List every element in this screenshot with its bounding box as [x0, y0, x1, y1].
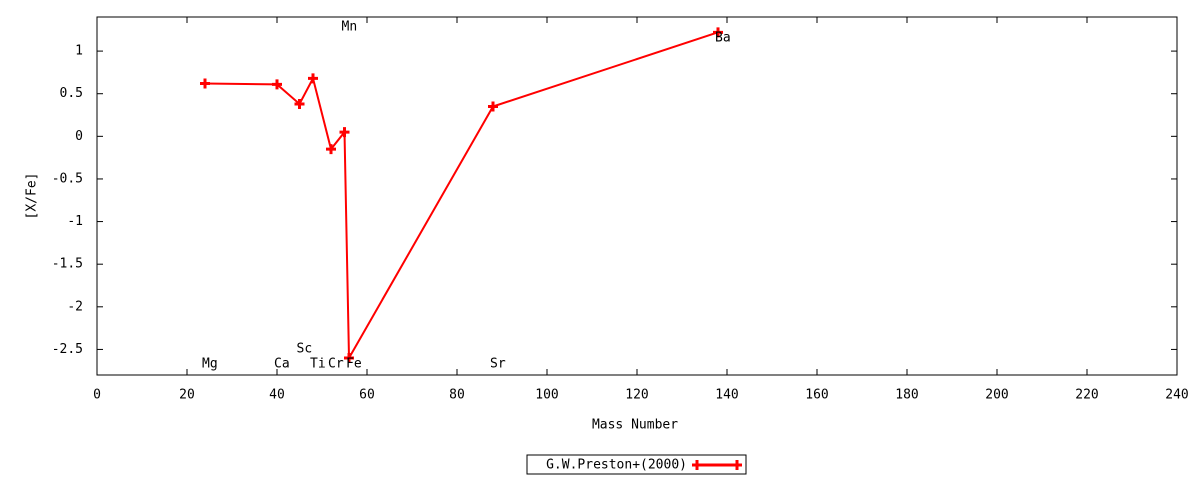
x-tick-label: 240 [1165, 388, 1188, 403]
x-tick-label: 20 [179, 388, 195, 403]
y-axis-label: [X/Fe] [25, 173, 40, 220]
x-tick-label: 160 [805, 388, 828, 403]
x-tick-label: 140 [715, 388, 738, 403]
y-tick-label: 0 [75, 129, 83, 144]
data-point [294, 98, 305, 109]
legend-label: G.W.Preston+(2000) [546, 458, 687, 473]
y-tick-label: 0.5 [60, 86, 83, 101]
x-tick-label: 40 [269, 388, 285, 403]
point-label: Sr [490, 357, 506, 372]
data-point [326, 144, 336, 155]
y-tick-label: -0.5 [52, 171, 83, 186]
data-point [713, 27, 723, 38]
point-label: Ca [274, 357, 290, 372]
plot-frame [96, 16, 1178, 376]
legend-box [526, 454, 747, 475]
y-tick-label: -1.5 [52, 257, 83, 272]
data-point [272, 79, 282, 90]
series-line [204, 31, 719, 362]
point-label: Mg [202, 357, 218, 372]
x-tick-label: 200 [985, 388, 1008, 403]
x-tick-label: 220 [1075, 388, 1098, 403]
point-label: Sc [297, 342, 313, 357]
data-point [200, 78, 210, 89]
x-tick-label: 100 [535, 388, 558, 403]
point-label: Cr [328, 357, 344, 372]
data-point [344, 352, 354, 363]
y-tick-label: -1 [67, 214, 83, 229]
x-tick-label: 60 [359, 388, 375, 403]
data-point [308, 73, 318, 84]
x-tick-label: 80 [449, 388, 465, 403]
point-label: Fe [346, 357, 362, 372]
x-tick-label: 180 [895, 388, 918, 403]
point-label: Ti [310, 357, 326, 372]
y-tick-label: 1 [75, 44, 83, 59]
x-tick-label: 0 [93, 388, 101, 403]
legend-marker [732, 460, 742, 470]
data-point [488, 101, 498, 112]
y-tick-label: -2 [67, 299, 83, 314]
y-tick-label: -2.5 [52, 342, 83, 357]
point-label: Ba [715, 31, 731, 46]
x-axis-label: Mass Number [592, 418, 678, 433]
x-tick-label: 120 [625, 388, 648, 403]
legend-marker [692, 460, 702, 470]
data-point [339, 127, 350, 138]
point-label: Mn [342, 20, 358, 35]
